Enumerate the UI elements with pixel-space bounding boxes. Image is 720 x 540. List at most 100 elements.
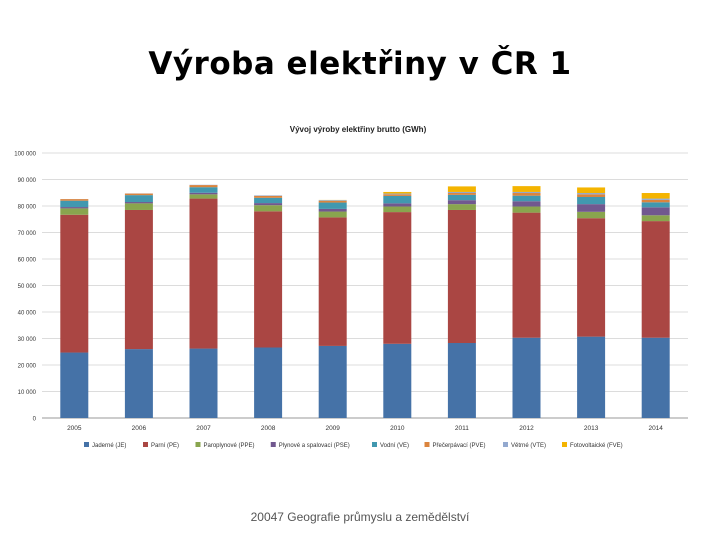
y-tick-label: 0 bbox=[33, 417, 37, 423]
bar-segment bbox=[447, 200, 476, 205]
bar-segment bbox=[447, 193, 476, 195]
bar-segment bbox=[641, 215, 670, 222]
x-tick-label: 2013 bbox=[584, 425, 599, 432]
bar-segment bbox=[383, 195, 412, 204]
bar-segment bbox=[512, 206, 541, 213]
x-tick-label: 2011 bbox=[455, 425, 469, 432]
bar-segment bbox=[60, 208, 89, 215]
y-tick-label: 90 000 bbox=[18, 178, 37, 184]
bar-segment bbox=[318, 208, 347, 212]
x-tick-label: 2005 bbox=[67, 425, 82, 432]
legend-swatch bbox=[372, 442, 377, 447]
x-tick-label: 2007 bbox=[196, 425, 211, 432]
bar-segment bbox=[447, 191, 476, 194]
legend-label: Jaderné (JE) bbox=[92, 443, 126, 449]
bar-segment bbox=[318, 345, 347, 418]
bar-segment bbox=[383, 343, 412, 418]
y-tick-label: 10 000 bbox=[18, 390, 37, 396]
bar-segment bbox=[124, 349, 153, 418]
bar-segment bbox=[318, 202, 347, 209]
bar-segment bbox=[383, 203, 412, 207]
bar-segment bbox=[447, 209, 476, 344]
chart-title: Vývoj výroby elektřiny brutto (GWh) bbox=[290, 125, 427, 134]
bar-segment bbox=[124, 209, 153, 350]
slide-title: Výroba elektřiny v ČR 1 bbox=[148, 46, 572, 82]
bar-segment bbox=[383, 212, 412, 344]
y-tick-label: 30 000 bbox=[18, 337, 37, 343]
legend-label: Větrné (VTE) bbox=[511, 443, 546, 449]
bar-segment bbox=[189, 194, 218, 199]
legend-label: Přečerpávací (PVE) bbox=[433, 443, 486, 449]
legend-swatch bbox=[270, 442, 276, 447]
bar-segment bbox=[60, 199, 89, 201]
legend-swatch bbox=[562, 442, 567, 447]
bar-segment bbox=[577, 193, 606, 195]
bar-segment bbox=[447, 186, 476, 192]
bar-segment bbox=[577, 211, 606, 219]
x-tick-label: 2006 bbox=[132, 425, 147, 432]
bar-segment bbox=[512, 337, 541, 418]
bar-segment bbox=[383, 206, 412, 213]
bars bbox=[60, 184, 670, 418]
bar-segment bbox=[60, 200, 89, 208]
x-tick-label: 2010 bbox=[390, 425, 405, 432]
bar-segment bbox=[641, 207, 670, 216]
legend-swatch bbox=[424, 442, 430, 447]
bar-segment bbox=[641, 202, 670, 208]
bar-segment bbox=[254, 195, 283, 196]
bar-segment bbox=[254, 205, 283, 212]
bar-segment bbox=[124, 203, 153, 210]
legend-label: Paroplynové (PPE) bbox=[204, 443, 255, 449]
legend-swatch bbox=[195, 442, 201, 447]
bar-segment bbox=[641, 221, 670, 338]
bar-segment bbox=[60, 214, 89, 353]
legend: Jaderné (JE) Parní (PE) Paroplynové (PPE) P… bbox=[84, 442, 623, 449]
bar-segment bbox=[512, 195, 541, 202]
bar-segment bbox=[254, 347, 283, 418]
bar-segment bbox=[318, 211, 347, 218]
legend-swatch bbox=[84, 442, 89, 447]
bar-segment bbox=[124, 195, 153, 203]
bar-segment bbox=[254, 197, 283, 204]
bar-segment bbox=[189, 198, 218, 349]
bar-segment bbox=[512, 193, 541, 196]
bar-segment bbox=[577, 218, 606, 337]
y-tick-label: 50 000 bbox=[18, 284, 37, 290]
slide-footer: 20047 Geografie průmyslu a zemědělství bbox=[250, 510, 470, 524]
x-tick-label: 2009 bbox=[325, 425, 340, 432]
bar-segment bbox=[512, 186, 541, 192]
bar-segment bbox=[577, 204, 606, 212]
legend-swatch bbox=[143, 442, 148, 447]
bar-segment bbox=[189, 185, 218, 188]
y-tick-label: 40 000 bbox=[18, 311, 37, 317]
stacked-bar-chart: Vývoj výroby elektřiny brutto (GWh) 0 10 … bbox=[14, 125, 688, 449]
x-tick-label: 2012 bbox=[519, 425, 534, 432]
bar-segment bbox=[254, 211, 283, 348]
bar-segment bbox=[60, 352, 89, 418]
bar-segment bbox=[60, 207, 89, 209]
bar-segment bbox=[577, 196, 606, 205]
bar-segment bbox=[512, 212, 541, 338]
bar-segment bbox=[383, 191, 412, 194]
bar-segment bbox=[254, 203, 283, 206]
bar-segment bbox=[318, 200, 347, 201]
bar-segment bbox=[318, 200, 347, 203]
legend-label: Plynové a spalovací (PSE) bbox=[279, 443, 350, 449]
y-tick-label: 70 000 bbox=[18, 231, 37, 237]
legend-swatch bbox=[503, 442, 508, 447]
y-tick-label: 80 000 bbox=[18, 205, 37, 211]
legend-label: Fotovoltaické (FVE) bbox=[570, 443, 623, 449]
bar-segment bbox=[447, 194, 476, 201]
y-tick-label: 20 000 bbox=[18, 364, 37, 370]
bar-segment bbox=[254, 195, 283, 198]
legend-label: Parní (PE) bbox=[151, 443, 179, 449]
legend-label: Vodní (VE) bbox=[380, 443, 409, 449]
x-tick-label: 2008 bbox=[261, 425, 276, 432]
bar-segment bbox=[512, 191, 541, 194]
bar-segment bbox=[318, 217, 347, 346]
bar-segment bbox=[641, 199, 670, 203]
x-axis-labels: 2005 2006 2007 2008 2009 2010 2011 2012 2013 2014 bbox=[67, 425, 663, 432]
bar-segment bbox=[641, 198, 670, 200]
bar-segment bbox=[577, 187, 606, 194]
bar-segment bbox=[447, 204, 476, 210]
